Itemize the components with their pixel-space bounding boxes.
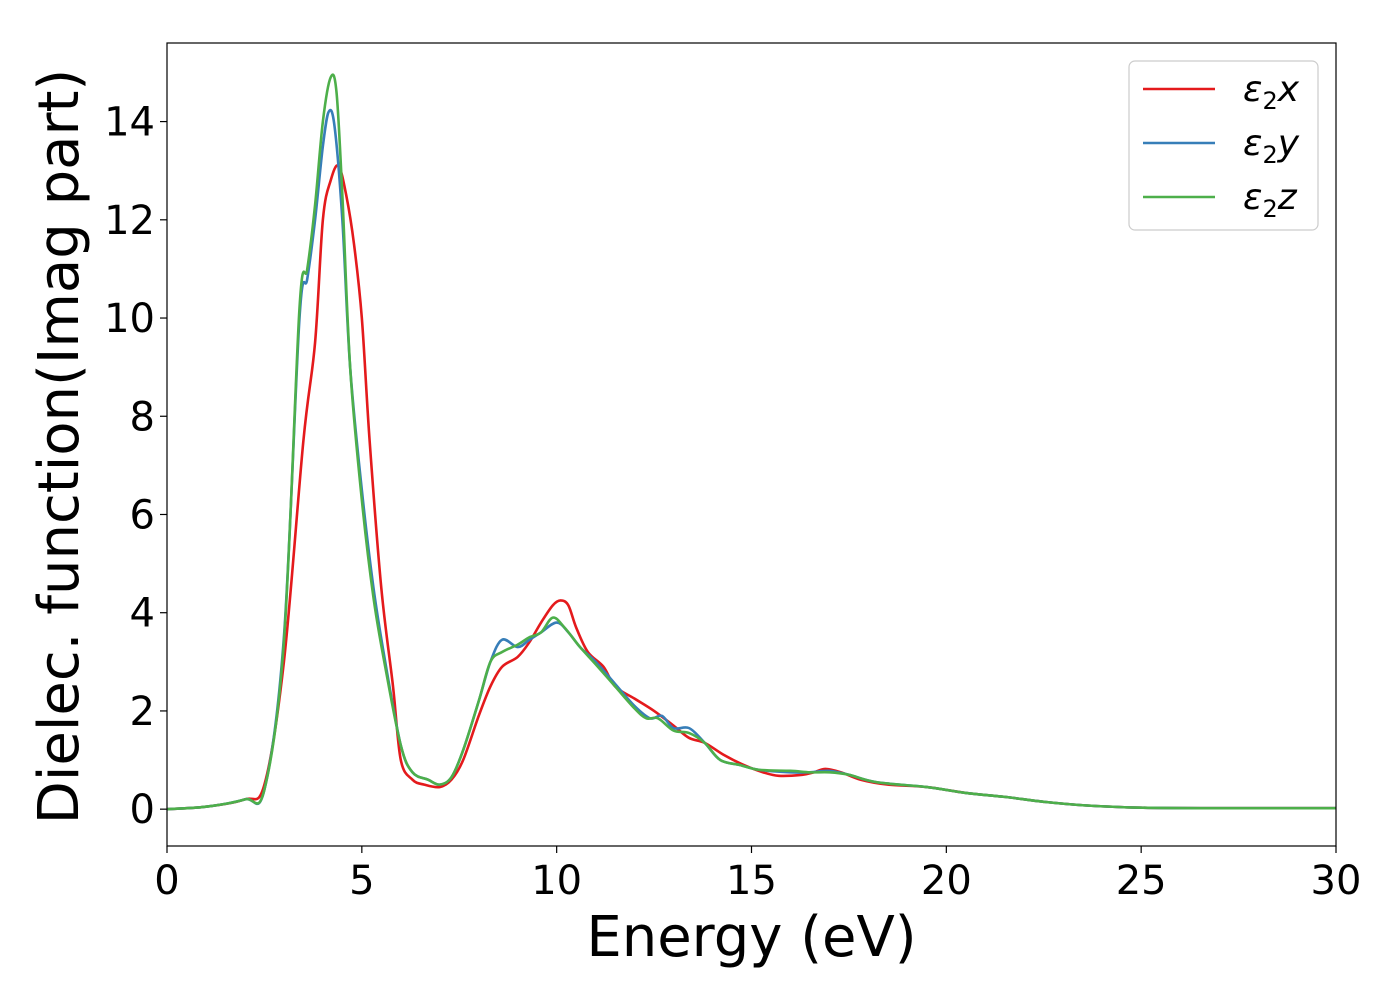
legend-label: ε2y xyxy=(1243,123,1300,169)
x-tick-label: 5 xyxy=(349,858,374,904)
y-tick-label: 8 xyxy=(130,394,155,440)
legend-label: ε2x xyxy=(1243,69,1300,115)
x-tick-label: 0 xyxy=(154,858,179,904)
y-tick-label: 0 xyxy=(130,787,155,833)
x-tick-label: 15 xyxy=(726,858,777,904)
x-tick-label: 25 xyxy=(1116,858,1167,904)
y-tick-label: 4 xyxy=(130,591,155,637)
y-tick-label: 12 xyxy=(104,198,155,244)
x-tick-label: 30 xyxy=(1311,858,1362,904)
y-tick-label: 6 xyxy=(130,492,155,538)
legend-box xyxy=(1128,60,1319,231)
legend-item-y: ε2y xyxy=(1143,123,1300,169)
x-tick-label: 20 xyxy=(921,858,972,904)
legend-items: ε2x ε2y ε2z xyxy=(1143,69,1300,223)
y-tick-label: 2 xyxy=(130,689,155,735)
y-tick-label: 10 xyxy=(104,296,155,342)
y-axis-title: Dielec. function(Imag part) xyxy=(27,69,92,825)
legend: ε2x ε2y ε2z xyxy=(1128,60,1319,231)
legend-item-z: ε2z xyxy=(1143,177,1298,223)
plot-lines xyxy=(167,73,1336,811)
y-tick-label: 14 xyxy=(104,100,155,146)
x-tick-label: 10 xyxy=(531,858,582,904)
x-axis-title: Energy (eV) xyxy=(586,905,916,970)
series-line-x xyxy=(167,164,1336,811)
x-axis-ticks: 0 5 10 15 20 25 30 xyxy=(154,846,1361,904)
legend-item-x: ε2x xyxy=(1143,69,1300,115)
y-axis-ticks: 0 2 4 6 8 10 12 14 xyxy=(104,100,167,833)
legend-label: ε2z xyxy=(1243,177,1298,223)
series-line-z xyxy=(167,73,1336,811)
